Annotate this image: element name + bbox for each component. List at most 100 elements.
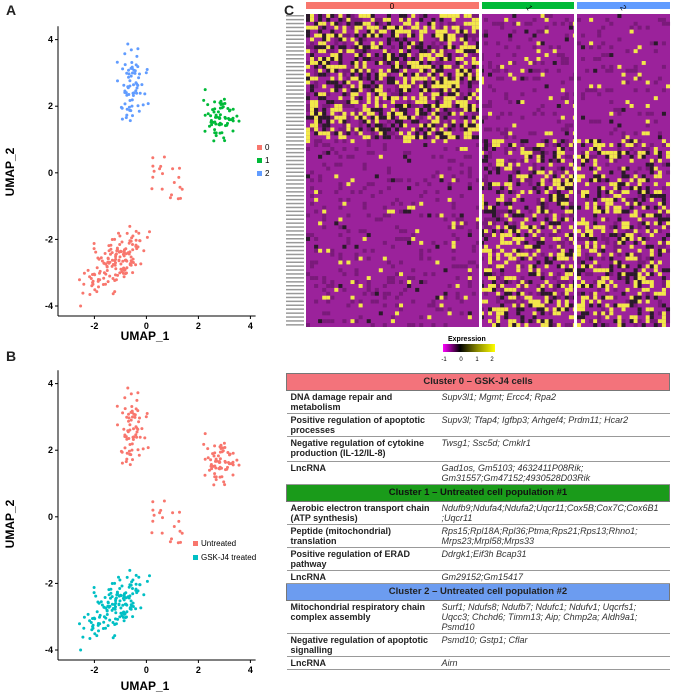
gene-row-label [286,175,304,177]
umap-point [91,279,95,283]
umap-point [120,106,124,110]
umap-point [93,617,97,621]
umap-point [213,472,217,476]
umap-point [92,242,96,245]
umap-point [105,608,109,612]
umap-point [120,117,124,121]
umap-point [162,155,166,159]
umap-point [131,435,135,439]
umap-point [133,71,137,75]
umap-point [231,129,235,133]
gene-row-label [286,183,304,185]
gene-row-label [286,140,304,142]
umap-point [225,123,229,127]
umap-point [91,623,95,627]
y-tick-label: -4 [45,301,53,311]
gene-row-label [286,210,304,213]
gene-row-label [286,148,304,150]
legend-tick: -1 [441,357,447,363]
umap-point [161,516,164,520]
umap-point [122,254,126,258]
gene-row-label [286,112,304,115]
umap-point [223,139,227,143]
umap-point [214,134,218,138]
umap-point [129,255,133,259]
umap-point [136,47,140,51]
umap-point [139,606,143,610]
umap-point [178,510,181,514]
umap-point [110,595,114,599]
umap-point [123,258,127,262]
umap-point [135,86,139,90]
umap-point [215,459,219,463]
umap-point [231,119,235,123]
umap-point [91,273,94,276]
umap-point [125,451,129,455]
umap-point [203,129,207,133]
umap-point [96,623,100,627]
gene-row-label [286,93,304,95]
umap-point [115,593,119,597]
gene-row-label [286,163,304,166]
umap-point [139,262,143,266]
umap-point [158,511,162,515]
umap-point [111,636,115,640]
umap-point [123,102,127,106]
umap-point [108,274,112,278]
cluster-label-1: 1 [524,4,534,13]
umap-point [222,136,226,140]
gene-row-label [286,222,304,224]
umap-point [86,268,90,272]
umap-point [178,529,182,533]
gene-row-label [286,198,304,201]
umap-point [203,473,207,477]
umap-point [138,583,142,587]
umap-point [137,76,141,80]
umap-point [109,591,113,595]
legend-label-untreated: Untreated [201,539,236,548]
treatment-legend: Untreated GSK-J4 treated [193,539,256,562]
gene-row-label [286,58,304,60]
umap-point [110,238,114,241]
umap-point [172,525,176,528]
umap-point [130,442,134,446]
umap-point [125,266,129,270]
umap-point [110,608,114,612]
umap-point [123,91,127,94]
umap-point [102,276,106,280]
expression-heatmap: 0 1 2 Expression -1 0 1 2 [286,2,671,363]
umap-point [137,109,141,113]
gene-row-label [286,81,304,83]
umap-point [128,607,132,611]
umap-point [142,249,146,253]
umap-point [171,511,175,515]
x-tick-label: 2 [196,321,201,331]
gene-row-label [286,89,304,91]
umap-point [88,275,92,279]
x-tick-label: 4 [248,665,253,675]
umap-point [168,540,172,544]
umap-point [213,475,217,479]
gene-row-label [286,245,304,248]
x-tick-label: 0 [144,321,149,331]
x-axis-label: UMAP_1 [121,329,170,343]
gene-row-label [286,128,304,130]
umap-point [137,453,141,457]
legend-swatch-treated [193,555,198,560]
umap-point [210,123,214,127]
umap-point [113,279,117,282]
umap-point [179,196,182,200]
umap-point [140,83,144,87]
gene-row-label [286,308,304,310]
umap-point [150,531,154,535]
gene-row-label [286,85,304,87]
umap-point [82,282,86,286]
umap-point [131,578,135,582]
umap-point [208,124,211,128]
umap-point [130,411,134,414]
table-row: Peptide (mitochondrial) translation Rps15… [286,524,670,548]
umap-point [133,415,137,419]
umap-point [128,263,132,267]
umap-point [145,235,149,239]
cluster-bar-2 [577,2,670,9]
